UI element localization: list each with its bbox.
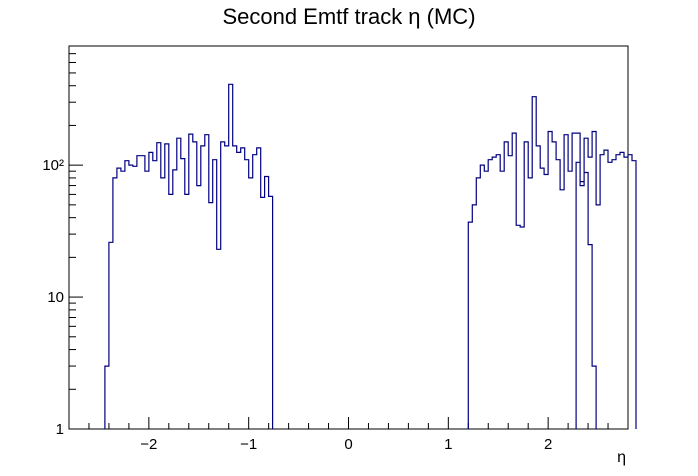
x-tick-label: 1	[444, 436, 452, 453]
x-axis-label: η	[617, 449, 626, 466]
chart-title: Second Emtf track η (MC)	[222, 4, 476, 29]
y-tick-label: 1	[56, 421, 64, 438]
x-tick-label: −1	[240, 436, 257, 453]
y-tick-label: 10²	[42, 157, 64, 174]
y-tick-label: 10	[47, 289, 64, 306]
histogram-line	[104, 83, 637, 429]
x-tick-label: 2	[544, 436, 552, 453]
x-tick-label: −2	[140, 436, 157, 453]
x-tick-label: 0	[344, 436, 352, 453]
plot-frame	[68, 45, 629, 430]
